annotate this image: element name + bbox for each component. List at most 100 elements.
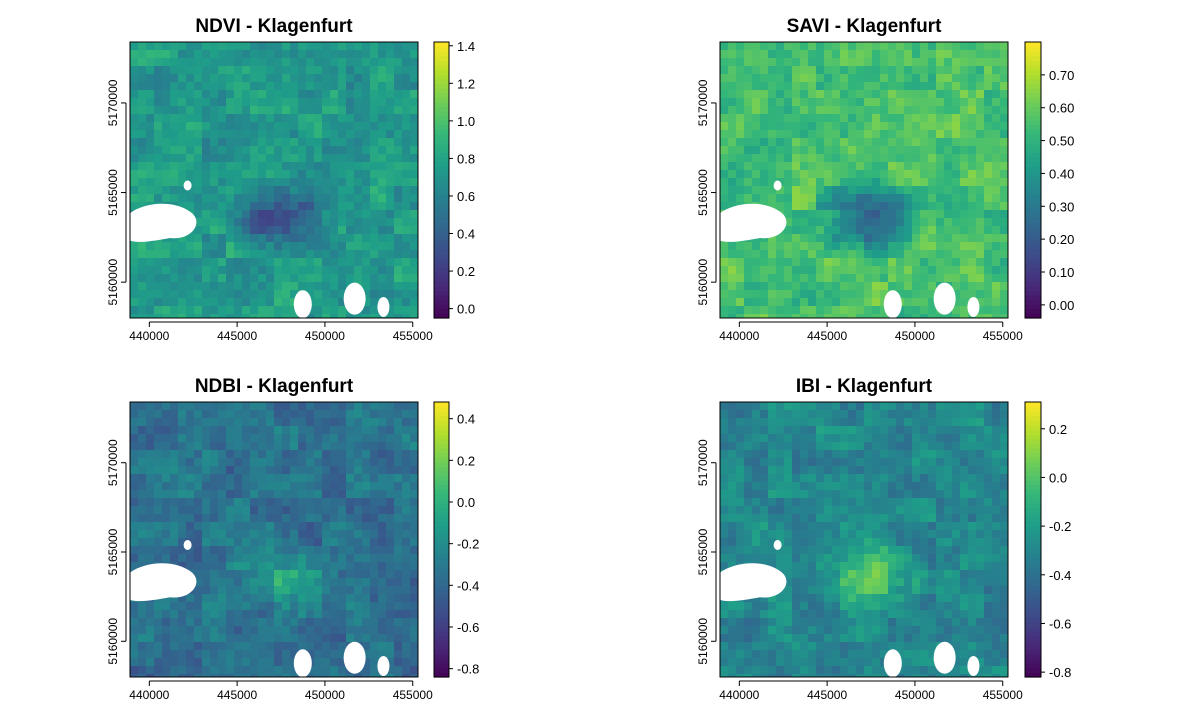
raster-cell — [872, 306, 881, 315]
raster-cell — [162, 66, 171, 75]
raster-cell — [186, 650, 195, 659]
raster-cell — [226, 314, 235, 318]
raster-cell — [178, 642, 187, 651]
raster-cell — [1000, 82, 1008, 91]
raster-cell — [904, 146, 913, 155]
raster-cell — [880, 450, 889, 459]
raster-cell — [226, 594, 235, 603]
raster-cell — [138, 546, 147, 555]
raster-cell — [936, 114, 945, 123]
raster-cell — [402, 450, 411, 459]
raster-cell — [410, 578, 418, 587]
legend-swatch — [1025, 281, 1041, 287]
raster-cell — [338, 458, 347, 467]
raster-cell — [808, 466, 817, 475]
raster-cell — [944, 162, 953, 171]
raster-cell — [410, 602, 418, 611]
raster-cell — [728, 42, 737, 51]
raster-cell — [202, 50, 211, 59]
raster-cell — [314, 266, 323, 275]
raster-cell — [984, 170, 993, 179]
raster-cell — [936, 474, 945, 483]
raster-cell — [952, 282, 961, 291]
raster-cell — [362, 314, 371, 318]
raster-cell — [202, 226, 211, 235]
raster-cell — [186, 594, 195, 603]
raster-cell — [298, 194, 307, 203]
raster-cell — [736, 242, 745, 251]
raster-cell — [848, 210, 857, 219]
raster-cell — [984, 274, 993, 283]
raster-cell — [178, 74, 187, 83]
raster-cell — [944, 186, 953, 195]
raster-cell — [178, 42, 187, 51]
raster-cell — [776, 434, 785, 443]
no-data-patch — [293, 649, 312, 677]
raster-cell — [992, 450, 1001, 459]
raster-cell — [872, 74, 881, 83]
raster-cell — [896, 138, 905, 147]
raster-cell — [154, 154, 163, 163]
raster-cell — [290, 498, 299, 507]
raster-cell — [912, 490, 921, 499]
raster-cell — [370, 482, 379, 491]
raster-cell — [362, 434, 371, 443]
raster-cell — [250, 538, 259, 547]
raster-cell — [290, 178, 299, 187]
raster-cell — [138, 650, 147, 659]
legend-swatch — [434, 608, 449, 614]
raster-cell — [976, 226, 985, 235]
raster-cell — [976, 114, 985, 123]
raster-cell — [354, 314, 363, 318]
raster-cell — [840, 154, 849, 163]
raster-cell — [170, 434, 179, 443]
raster-cell — [744, 290, 753, 299]
raster-cell — [218, 658, 227, 667]
raster-cell — [776, 202, 785, 211]
raster-cell — [378, 426, 387, 435]
raster-cell — [952, 426, 961, 435]
raster-cell — [410, 306, 418, 315]
raster-cell — [170, 418, 179, 427]
raster-cell — [322, 554, 331, 563]
raster-cell — [808, 82, 817, 91]
raster-cell — [186, 122, 195, 131]
raster-cell — [984, 442, 993, 451]
raster-cell — [338, 210, 347, 219]
raster-cell — [266, 490, 275, 499]
raster-cell — [920, 474, 929, 483]
raster-cell — [936, 450, 945, 459]
raster-cell — [154, 146, 163, 155]
raster-cell — [896, 274, 905, 283]
raster-cell — [904, 114, 913, 123]
raster-cell — [784, 306, 793, 315]
raster-cell — [234, 466, 243, 475]
legend-swatch — [434, 83, 449, 89]
raster-cell — [872, 58, 881, 67]
raster-cell — [410, 122, 418, 131]
raster-cell — [130, 170, 139, 179]
legend-swatch — [434, 120, 449, 126]
legend-swatch — [434, 406, 449, 412]
legend-swatch — [1025, 290, 1041, 296]
raster-cell — [784, 314, 793, 318]
raster-cell — [410, 402, 418, 411]
raster-cell — [202, 538, 211, 547]
raster-cell — [1000, 474, 1008, 483]
raster-cell — [1000, 314, 1008, 318]
raster-cell — [784, 218, 793, 227]
raster-cell — [178, 314, 187, 318]
legend-swatch — [434, 530, 449, 536]
raster-cell — [720, 130, 729, 139]
raster-cell — [138, 306, 147, 315]
legend-tick-label: 0.50 — [1049, 134, 1074, 149]
raster-cell — [162, 410, 171, 419]
raster-cell — [338, 314, 347, 318]
raster-cell — [290, 410, 299, 419]
raster-cell — [928, 42, 937, 51]
raster-cell — [146, 418, 155, 427]
raster-cell — [362, 642, 371, 651]
raster-cell — [768, 418, 777, 427]
raster-cell — [896, 474, 905, 483]
legend-swatch — [1025, 83, 1041, 89]
